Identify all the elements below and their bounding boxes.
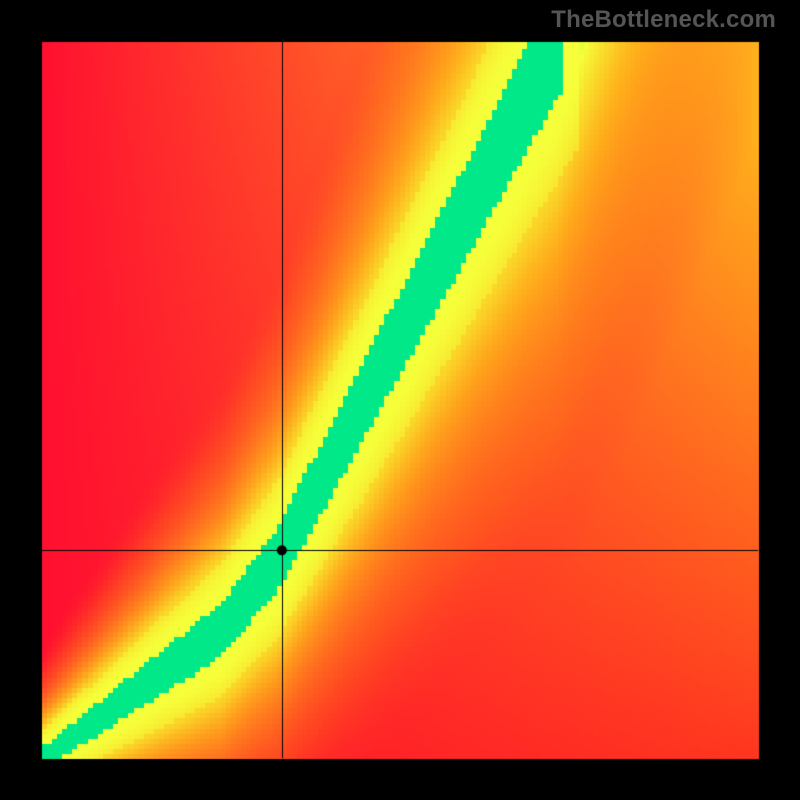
chart-container: { "meta": { "watermark_text": "TheBottle…	[0, 0, 800, 800]
watermark-text: TheBottleneck.com	[551, 6, 776, 34]
bottleneck-heatmap-canvas	[0, 0, 800, 800]
